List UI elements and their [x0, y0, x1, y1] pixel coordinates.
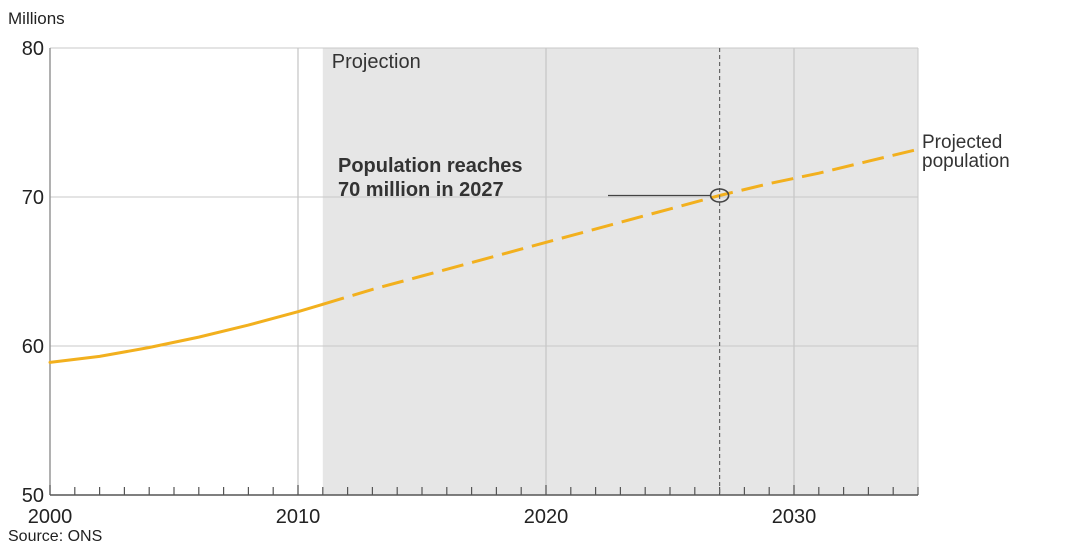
annotation-text: 70 million in 2027 [338, 179, 504, 201]
series-line-actual [48, 302, 325, 364]
annotation-text: Population reaches [338, 155, 523, 177]
projection-band [322, 48, 918, 495]
y-tick-label: 70 [22, 187, 44, 209]
series-line-projected [322, 147, 919, 306]
x-tick-label: 2030 [772, 506, 817, 528]
unit-label: Millions [8, 9, 65, 28]
series-label: Projected [922, 132, 1002, 153]
annotation-circle [709, 188, 730, 203]
series-label: population [922, 151, 1010, 172]
y-tick-label: 60 [22, 336, 44, 358]
source-note: Source: ONS [8, 528, 102, 545]
x-tick-label: 2010 [276, 506, 321, 528]
x-tick-label: 2000 [28, 506, 73, 528]
projection-band-layer: Projection [322, 48, 918, 495]
x-tick-label: 2020 [524, 506, 569, 528]
projection-label: Projection [332, 51, 421, 73]
y-tick-label: 80 [22, 38, 44, 60]
y-tick-label: 50 [22, 485, 44, 507]
axis-layer: 50 60 70 80 2000 2010 2020 2030 [22, 38, 919, 528]
